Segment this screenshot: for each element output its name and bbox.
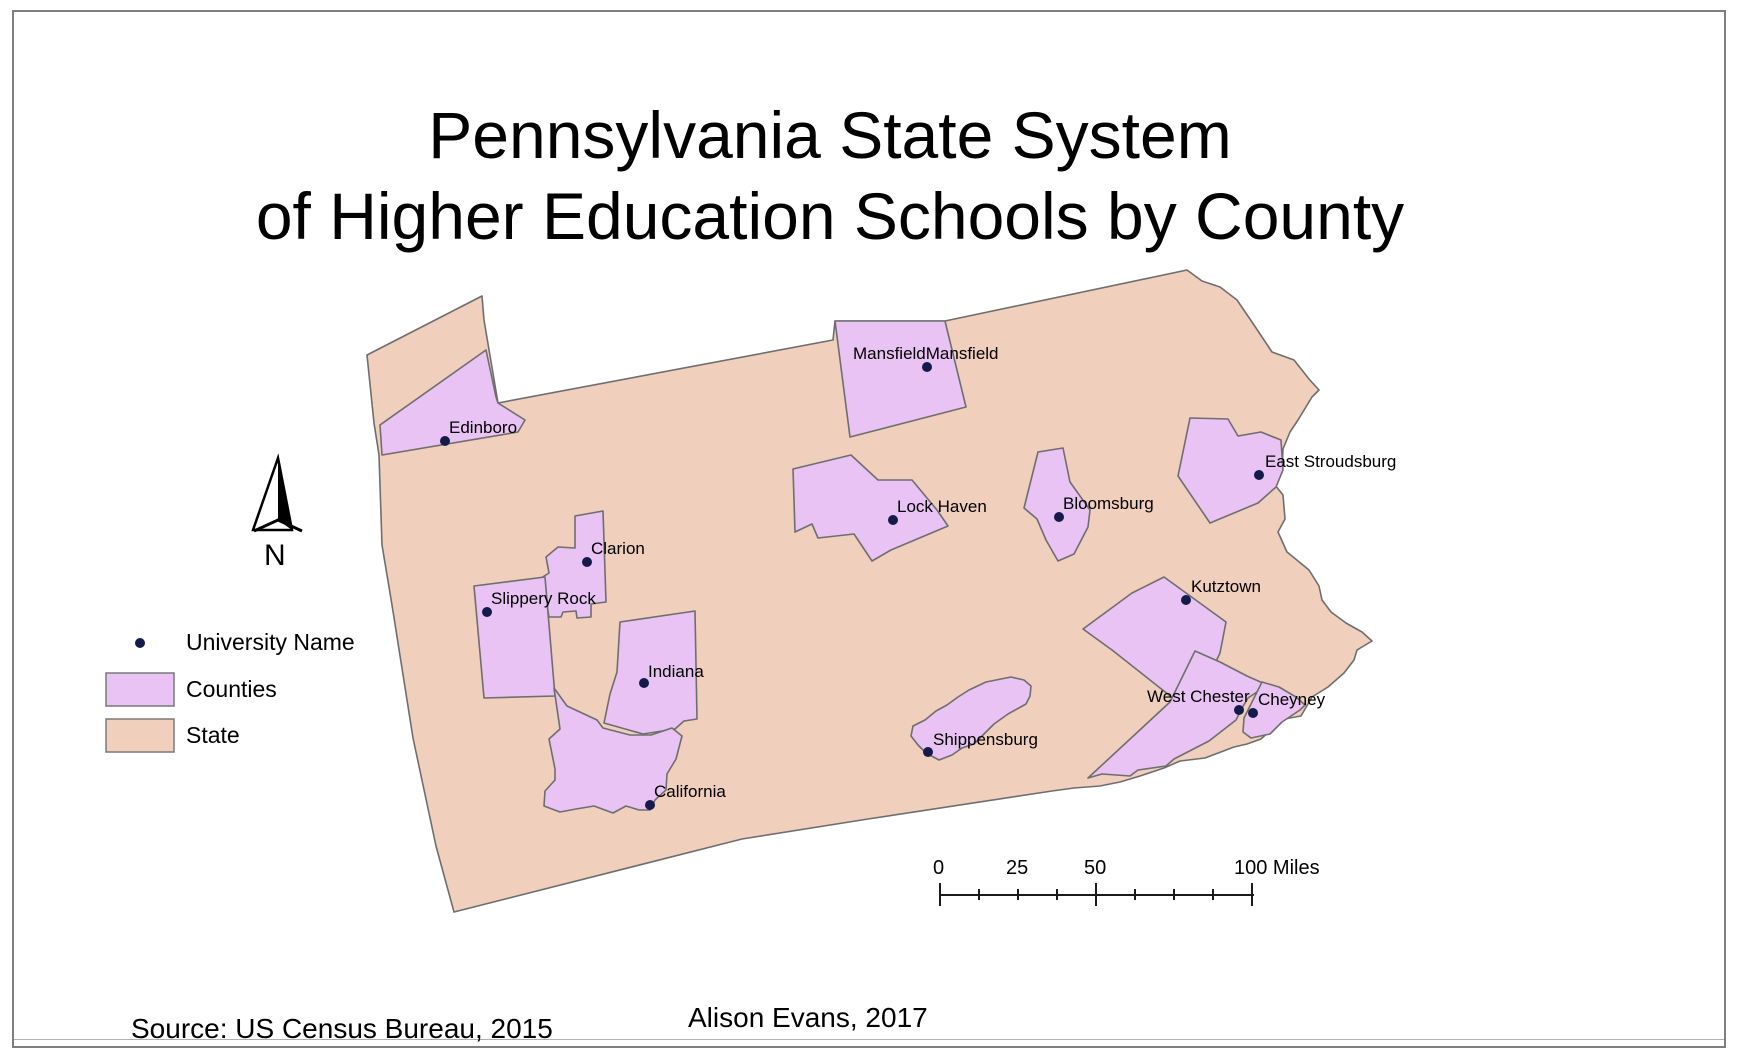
legend-item-state: State xyxy=(105,719,405,753)
school-label-west-chester: West Chester xyxy=(1147,687,1250,706)
scale-label-0: 0 xyxy=(933,857,945,879)
school-label-mansfield: MansfieldMansfield xyxy=(853,344,999,363)
north-arrow-label: N xyxy=(264,539,286,572)
county-tioga xyxy=(834,320,967,438)
scale-bar xyxy=(939,883,1254,906)
school-point-east-stroudsburg xyxy=(1254,470,1264,480)
school-point-lock-haven xyxy=(888,515,898,525)
county-clarion xyxy=(540,510,607,619)
legend-counties-swatch xyxy=(105,672,175,707)
legend-state-swatch xyxy=(105,718,175,753)
county-clinton xyxy=(792,454,949,562)
school-point-indiana xyxy=(639,678,649,688)
map-title-line-2: of Higher Education Schools by County xyxy=(255,179,1405,253)
map-title-line-1: Pennsylvania State System xyxy=(428,98,1232,172)
school-point-clarion xyxy=(582,557,592,567)
source-credit: Source: US Census Bureau, 2015 xyxy=(131,1013,553,1044)
legend-label-counties: Counties xyxy=(186,676,277,702)
legend-label-university: University Name xyxy=(186,629,355,655)
school-point-kutztown xyxy=(1181,595,1191,605)
school-point-west-chester xyxy=(1234,705,1244,715)
school-label-lock-haven: Lock Haven xyxy=(897,497,987,516)
north-arrow-icon xyxy=(251,453,303,533)
county-westmoreland xyxy=(543,687,683,814)
scale-label-100-miles: 100 Miles xyxy=(1234,857,1320,879)
legend-point-swatch xyxy=(135,638,145,648)
frame-rule xyxy=(14,1039,1724,1040)
school-label-east-stroudsburg: East Stroudsburg xyxy=(1265,452,1397,471)
legend-item-university: University Name xyxy=(105,628,405,662)
scale-label-50: 50 xyxy=(1084,857,1107,879)
school-point-california xyxy=(645,800,655,810)
scale-label-25: 25 xyxy=(1006,857,1029,879)
school-point-edinboro xyxy=(440,436,450,446)
school-point-bloomsburg xyxy=(1054,512,1064,522)
legend-label-state: State xyxy=(186,722,240,748)
county-delaware xyxy=(1242,681,1306,739)
school-label-clarion: Clarion xyxy=(591,539,645,558)
school-label-indiana: Indiana xyxy=(648,662,704,681)
school-label-california: California xyxy=(654,782,726,801)
county-monroe xyxy=(1177,417,1284,524)
school-label-edinboro: Edinboro xyxy=(449,418,518,437)
school-point-slippery-rock xyxy=(482,607,492,617)
county-columbia xyxy=(1023,447,1091,562)
school-label-bloomsburg: Bloomsburg xyxy=(1063,494,1154,513)
county-erie xyxy=(379,349,526,456)
school-points xyxy=(440,362,1264,810)
school-label-slippery-rock: Slippery Rock xyxy=(491,589,596,608)
legend-item-counties: Counties xyxy=(105,673,405,707)
school-point-mansfieldmansfield xyxy=(922,362,932,372)
school-label-shippensburg: Shippensburg xyxy=(933,730,1038,749)
county-cumberland xyxy=(910,676,1032,761)
school-point-shippensburg xyxy=(923,747,933,757)
school-label-cheyney: Cheyney xyxy=(1258,690,1326,709)
author-credit: Alison Evans, 2017 xyxy=(688,1002,928,1033)
county-chester xyxy=(1087,650,1266,779)
school-label-kutztown: Kutztown xyxy=(1191,577,1261,596)
school-point-cheyney xyxy=(1248,708,1258,718)
